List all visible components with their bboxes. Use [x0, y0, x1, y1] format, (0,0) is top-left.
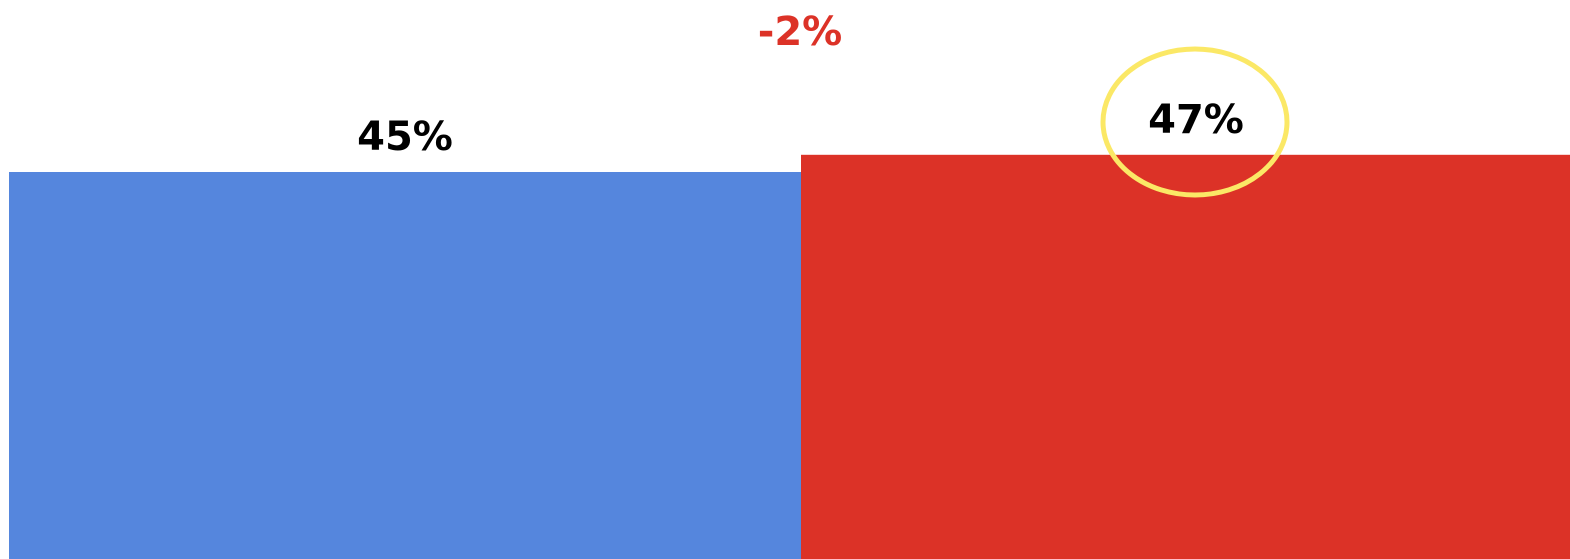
bar-value-label-1: 45% [357, 114, 453, 160]
bars-group [9, 154, 1570, 559]
bar-value-label-2: 47% [1148, 97, 1244, 143]
difference-label: -2% [758, 9, 843, 55]
labels-group: 45% 47% -2% [357, 9, 1244, 160]
bar-1 [9, 172, 801, 559]
bar-2 [801, 154, 1570, 559]
highlight-circle [1100, 46, 1290, 198]
